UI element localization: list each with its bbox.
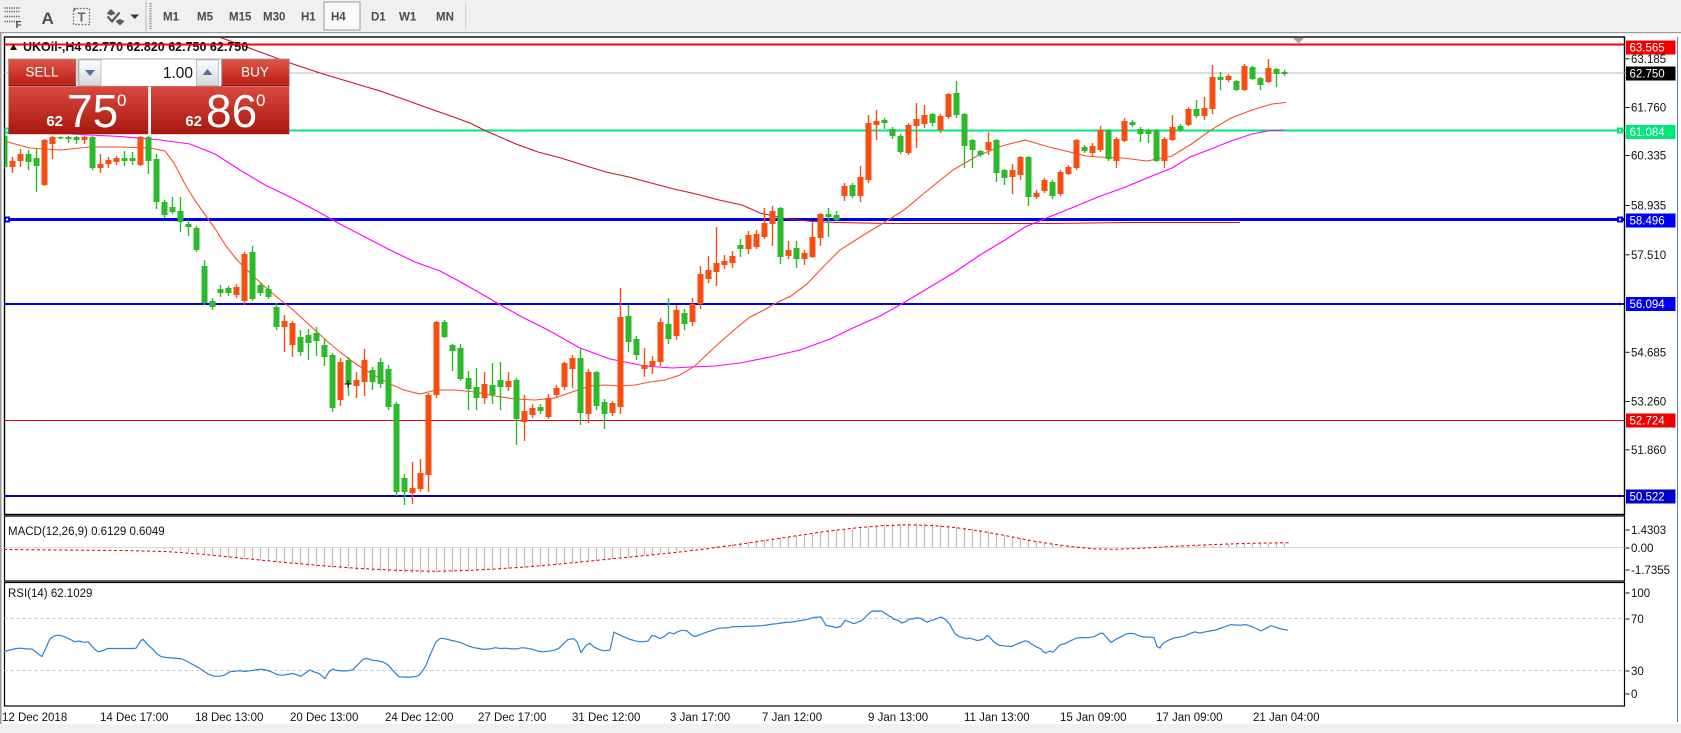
svg-text:62.750: 62.750 xyxy=(1630,69,1665,81)
svg-text:63.565: 63.565 xyxy=(1630,43,1665,55)
svg-text:62: 62 xyxy=(46,113,63,130)
svg-text:62: 62 xyxy=(185,113,202,130)
svg-text:18 Dec 13:00: 18 Dec 13:00 xyxy=(195,712,263,724)
svg-text:9 Jan 13:00: 9 Jan 13:00 xyxy=(868,712,928,724)
svg-text:20 Dec 13:00: 20 Dec 13:00 xyxy=(290,712,358,724)
svg-text:56.094: 56.094 xyxy=(1630,299,1666,311)
svg-text:63.185: 63.185 xyxy=(1631,54,1666,66)
svg-text:D1: D1 xyxy=(371,12,386,24)
svg-text:61.760: 61.760 xyxy=(1631,103,1666,115)
svg-text:7 Jan 12:00: 7 Jan 12:00 xyxy=(762,712,822,724)
svg-text:15 Jan 09:00: 15 Jan 09:00 xyxy=(1060,712,1127,724)
svg-text:MN: MN xyxy=(436,12,454,24)
svg-text:11 Jan 13:00: 11 Jan 13:00 xyxy=(964,712,1030,724)
svg-text:0: 0 xyxy=(1631,689,1637,701)
svg-text:14 Dec 17:00: 14 Dec 17:00 xyxy=(100,712,168,724)
svg-text:1.00: 1.00 xyxy=(163,65,194,82)
svg-text:12 Dec 2018: 12 Dec 2018 xyxy=(2,712,67,724)
svg-text:BUY: BUY xyxy=(241,65,269,80)
svg-text:52.724: 52.724 xyxy=(1630,416,1666,428)
svg-text:86: 86 xyxy=(206,85,257,137)
svg-text:M1: M1 xyxy=(163,12,180,24)
svg-text:M30: M30 xyxy=(263,12,285,24)
svg-text:58.935: 58.935 xyxy=(1631,201,1666,213)
svg-text:0: 0 xyxy=(117,91,126,110)
svg-text:100: 100 xyxy=(1631,588,1650,600)
svg-text:H1: H1 xyxy=(301,12,316,24)
svg-text:MACD(12,26,9) 0.6129 0.6049: MACD(12,26,9) 0.6129 0.6049 xyxy=(8,526,165,538)
svg-text:58.496: 58.496 xyxy=(1630,216,1665,228)
svg-text:61.084: 61.084 xyxy=(1630,127,1666,139)
svg-text:27 Dec 17:00: 27 Dec 17:00 xyxy=(478,712,546,724)
svg-text:1.4303: 1.4303 xyxy=(1631,525,1666,537)
svg-text:60.335: 60.335 xyxy=(1631,151,1666,163)
svg-text:A: A xyxy=(42,9,54,28)
svg-text:50.522: 50.522 xyxy=(1630,492,1665,504)
svg-text:17 Jan 09:00: 17 Jan 09:00 xyxy=(1156,712,1223,724)
svg-text:31 Dec 12:00: 31 Dec 12:00 xyxy=(572,712,640,724)
svg-text:-1.7355: -1.7355 xyxy=(1631,565,1670,577)
svg-text:70: 70 xyxy=(1631,614,1644,626)
svg-text:51.860: 51.860 xyxy=(1631,445,1666,457)
svg-text:T: T xyxy=(78,10,86,25)
svg-text:21 Jan 04:00: 21 Jan 04:00 xyxy=(1253,712,1320,724)
svg-text:UKOil-,H4 62.770 62.820 62.75: UKOil-,H4 62.770 62.820 62.750 62.750 xyxy=(23,40,248,54)
svg-text:0.00: 0.00 xyxy=(1631,543,1653,555)
svg-text:24 Dec 12:00: 24 Dec 12:00 xyxy=(385,712,453,724)
svg-text:75: 75 xyxy=(67,85,118,137)
svg-text:W1: W1 xyxy=(399,12,417,24)
svg-text:RSI(14) 62.1029: RSI(14) 62.1029 xyxy=(8,588,92,600)
svg-text:54.685: 54.685 xyxy=(1631,347,1666,359)
svg-text:53.260: 53.260 xyxy=(1631,397,1666,409)
svg-text:M5: M5 xyxy=(197,12,214,24)
svg-text:F: F xyxy=(16,20,22,31)
svg-text:0: 0 xyxy=(256,91,265,110)
svg-text:M15: M15 xyxy=(229,12,252,24)
svg-text:H4: H4 xyxy=(331,12,346,24)
svg-text:57.510: 57.510 xyxy=(1631,250,1666,262)
svg-text:3 Jan 17:00: 3 Jan 17:00 xyxy=(670,712,730,724)
svg-text:30: 30 xyxy=(1631,666,1644,678)
svg-text:SELL: SELL xyxy=(25,65,59,80)
